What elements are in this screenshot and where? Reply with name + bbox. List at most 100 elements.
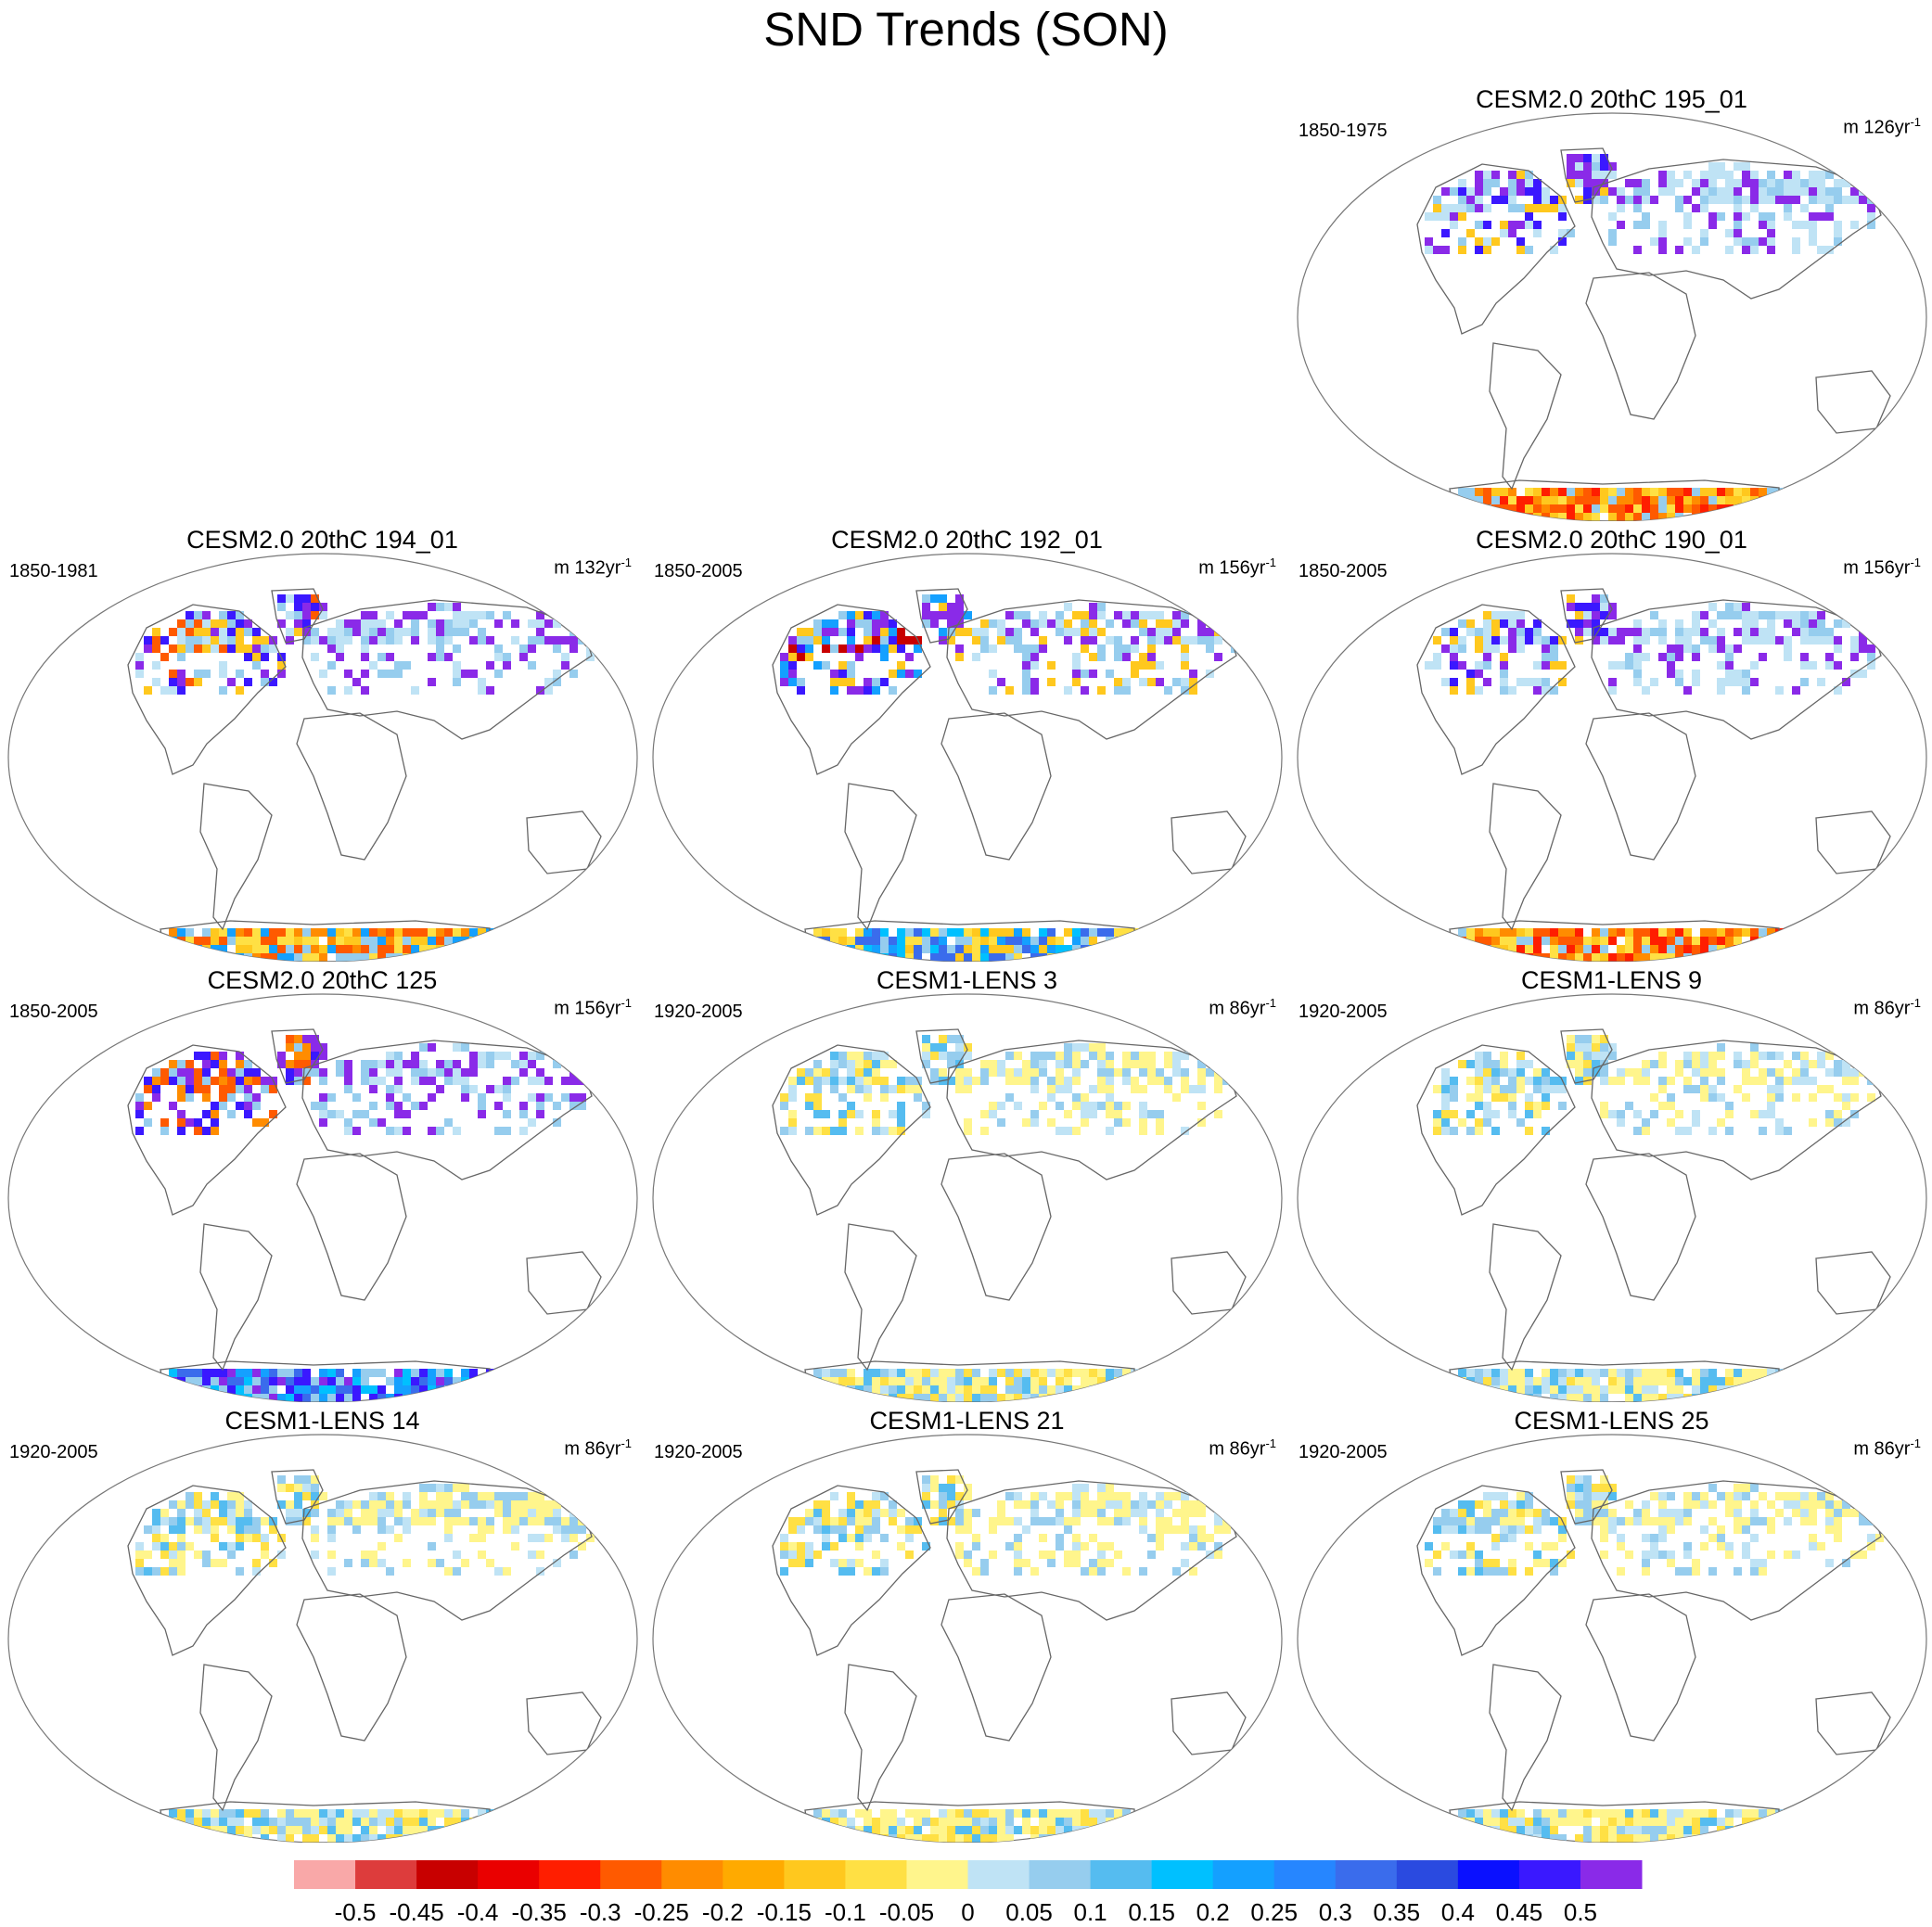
coastline-eurasia [946,1040,1237,1180]
world-map [1297,553,1927,962]
map-panel: CESM2.0 20thC 192_01 1850-2005 m 156yr-1 [645,526,1289,962]
colorbar-swatch [906,1860,968,1889]
colorbar-tick-label: -0.25 [634,1898,689,1926]
colorbar-swatch [845,1860,907,1889]
period-label: 1920-2005 [654,1002,743,1022]
map-panel: CESM1-LENS 25 1920-2005 m 86yr-1 [1289,1407,1932,1843]
coastline-antarctica [804,920,1135,962]
coastline-australia [526,810,602,874]
period-label: 1920-2005 [9,1442,98,1462]
map-panel: CESM1-LENS 9 1920-2005 m 86yr-1 [1289,966,1932,1402]
colorbar-tick-label: -0.05 [879,1898,934,1926]
coastline-northAmerica [1416,604,1576,775]
coastline-antarctica [1449,479,1780,521]
coastline-africa [1585,1153,1696,1301]
coastline-northAmerica [1416,1485,1576,1656]
coastline-northAmerica [772,1044,931,1216]
colorbar-swatch [723,1860,785,1889]
colorbar-swatch [1580,1860,1643,1889]
map-panel: CESM2.0 20thC 125 1850-2005 m 156yr-1 [0,966,645,1402]
panel-title: CESM1-LENS 25 [1514,1407,1709,1435]
colorbar-swatch [1273,1860,1337,1889]
coastline-antarctica [1449,1801,1780,1843]
coastline-eurasia [1591,159,1882,300]
colorbar-swatch [661,1860,723,1889]
coastline-southAmerica [844,1223,917,1372]
coastline-greenland [271,1469,324,1525]
colorbar-tick-label: -0.1 [825,1898,866,1926]
globe-outline [652,993,1283,1402]
coastline-eurasia [1591,599,1882,740]
trend-cells [780,1475,1231,1843]
colorbar-tick-label: 0.3 [1319,1898,1352,1926]
globe-outline [1297,1434,1927,1843]
coastline-africa [940,1153,1052,1301]
colorbar-swatch [1396,1860,1459,1889]
coastline-antarctica [1449,920,1780,962]
map-panel: CESM2.0 20thC 195_01 1850-1975 m 126yr-1 [1289,85,1932,521]
period-label: 1850-1981 [9,561,98,581]
colorbar-tick-label: 0.25 [1250,1898,1298,1926]
coastline-eurasia [946,1480,1237,1621]
panel-title: CESM2.0 20thC 195_01 [1476,85,1747,113]
coastline-southAmerica [1489,1223,1562,1372]
coastline-australia [1171,1251,1247,1315]
coastline-northAmerica [1416,163,1576,335]
panel-title: CESM2.0 20thC 194_01 [186,526,458,554]
colorbar-swatch [784,1860,846,1889]
map-panel: CESM1-LENS 14 1920-2005 m 86yr-1 [0,1407,645,1843]
coastline-australia [526,1691,602,1755]
colorbar-tick-label: -0.35 [512,1898,567,1926]
colorbar-swatch [1090,1860,1153,1889]
colorbar-tick-label: 0.15 [1128,1898,1175,1926]
colorbar-swatch [967,1860,1030,1889]
world-map [7,1434,638,1843]
globe-outline [1297,993,1927,1402]
coastline-australia [1815,1251,1891,1315]
colorbar-tick-label: 0.2 [1196,1898,1230,1926]
globe-outline [1297,553,1927,962]
mean-label: m 86yr-1 [1209,1436,1276,1460]
colorbar-tick-label: -0.45 [389,1898,443,1926]
colorbar-swatch [294,1860,356,1889]
colorbar-tick-label: -0.4 [457,1898,499,1926]
colorbar-tick-label: 0.05 [1005,1898,1053,1926]
coastline-greenland [271,588,324,644]
coastline-australia [1815,810,1891,874]
panel-title: CESM1-LENS 9 [1520,966,1703,994]
colorbar-swatch [1518,1860,1581,1889]
mean-label: m 132yr-1 [554,555,632,579]
world-map [1297,1434,1927,1843]
mean-label: m 86yr-1 [1853,1436,1921,1460]
coastline-greenland [915,588,968,644]
coastline-northAmerica [1416,1044,1576,1216]
coastline-antarctica [160,1360,491,1402]
coastline-southAmerica [1489,342,1562,491]
mean-label: m 86yr-1 [1853,996,1921,1019]
coastline-africa [296,1593,407,1742]
globe-outline [7,553,638,962]
colorbar-swatch [539,1860,601,1889]
coastline-antarctica [804,1801,1135,1843]
period-label: 1850-2005 [654,561,743,581]
coastline-southAmerica [199,783,273,931]
colorbar-tick-label: 0.35 [1374,1898,1421,1926]
coastline-antarctica [160,920,491,962]
colorbar-tick-label: -0.2 [702,1898,744,1926]
coastline-australia [1815,370,1891,434]
coastline-eurasia [301,599,593,740]
world-map [1297,993,1927,1402]
mean-label: m 156yr-1 [1198,555,1276,579]
coastline-northAmerica [772,1485,931,1656]
period-label: 1920-2005 [1299,1002,1388,1022]
panel-title: CESM2.0 20thC 125 [207,966,438,994]
trend-cells [780,594,1239,962]
panel-title: CESM1-LENS 14 [224,1407,420,1435]
coastline-eurasia [1591,1480,1882,1621]
coastline-africa [940,1593,1052,1742]
world-map [1297,112,1927,521]
colorbar-swatch [1457,1860,1520,1889]
mean-label: m 156yr-1 [554,996,632,1019]
world-map [652,1434,1283,1843]
period-label: 1850-2005 [1299,561,1388,581]
